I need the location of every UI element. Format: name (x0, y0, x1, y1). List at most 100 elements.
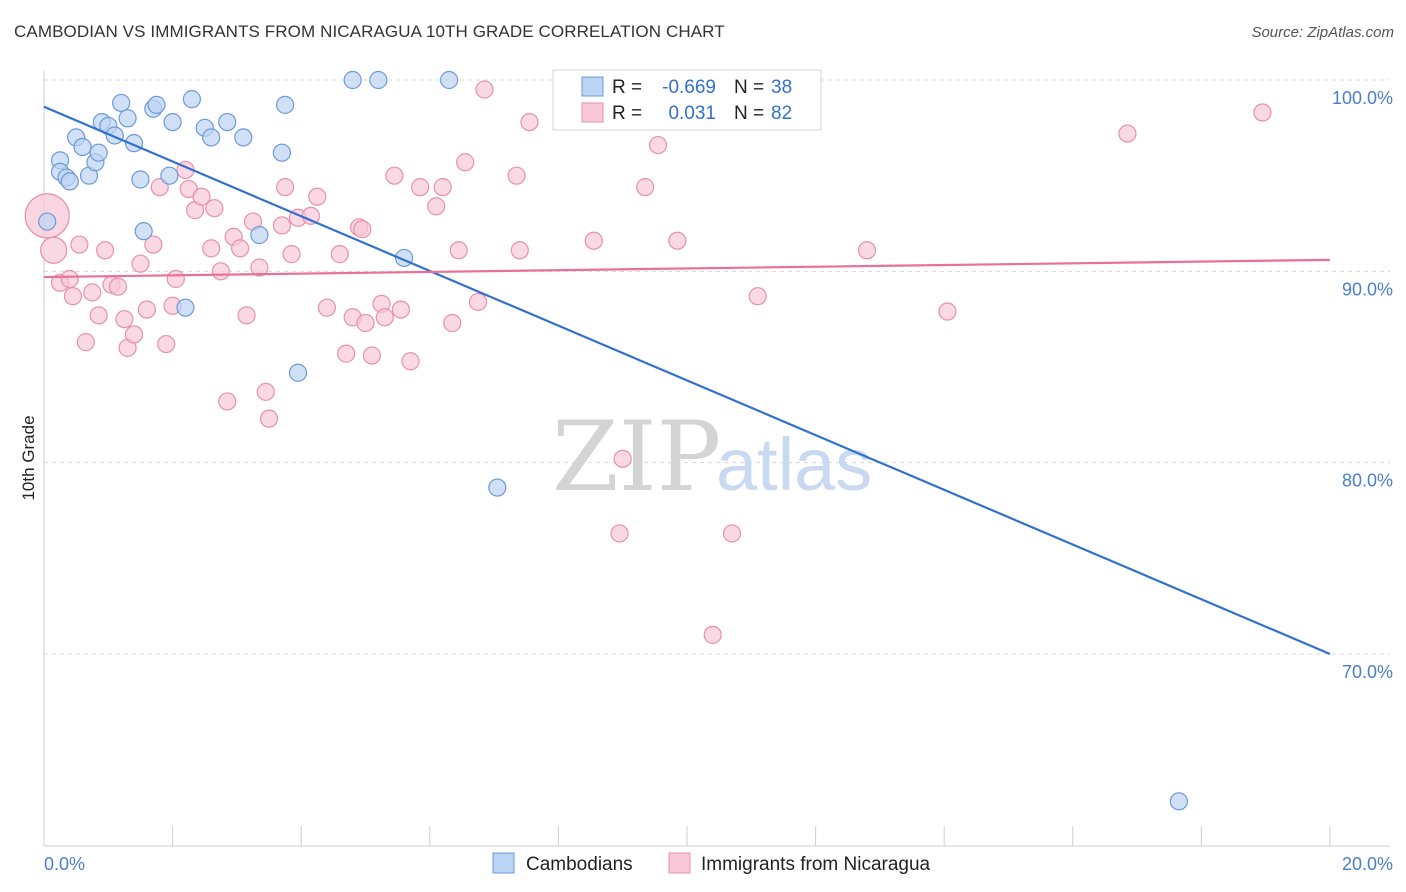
nicaragua-point (317, 298, 337, 317)
nicaragua-point (391, 300, 410, 319)
nicaragua-point (282, 245, 301, 264)
stats-r-label-cambodians: R = (612, 77, 642, 98)
nicaragua-point (443, 313, 462, 333)
nicaragua-point (449, 241, 468, 260)
stats-n-value-cambodians: 38 (771, 77, 792, 98)
y-tick-label-100: 100.0% (1332, 88, 1393, 108)
nicaragua-point (157, 334, 176, 354)
cambodians-point (202, 128, 221, 147)
nicaragua-point (362, 346, 382, 365)
x-tick-label-min: 0.0% (44, 854, 85, 874)
series-immigrants-from-nicaragua (24, 70, 1272, 644)
nicaragua-point (124, 325, 144, 344)
watermark-zip: ZIP (552, 401, 721, 513)
series-cambodians (38, 70, 1188, 811)
nicaragua-point (520, 112, 539, 132)
nicaragua-point (468, 292, 488, 312)
cambodians-point (131, 170, 150, 189)
nicaragua-point (205, 199, 224, 218)
nicaragua-point (337, 344, 356, 363)
legend-swatch-cambodians (492, 852, 515, 874)
cambodians-point (60, 172, 79, 191)
nicaragua-point (144, 235, 163, 254)
nicaragua-point (237, 306, 256, 325)
x-tick-label-max: 20.0% (1342, 854, 1393, 874)
nicaragua-point (272, 216, 292, 235)
nicaragua-point (433, 178, 452, 197)
nicaragua-point (507, 166, 526, 185)
nicaragua-point (1118, 124, 1137, 143)
trendline-nicaragua (43, 258, 1331, 279)
nicaragua-point (375, 308, 394, 327)
legend: Cambodians Immigrants from Nicaragua (492, 852, 931, 875)
trend-lines (43, 105, 1331, 656)
nicaragua-point (231, 239, 250, 258)
stats-n-label-cambodians: N = (734, 77, 764, 98)
nicaragua-point (938, 302, 957, 321)
nicaragua-point (475, 80, 494, 99)
cambodians-point (272, 143, 292, 162)
cambodians-point (1169, 792, 1188, 811)
nicaragua-point (137, 300, 156, 319)
cambodians-point (182, 90, 201, 109)
nicaragua-point (385, 166, 404, 185)
nicaragua-point (356, 313, 375, 333)
cambodians-point (134, 222, 153, 241)
nicaragua-point (108, 277, 128, 296)
legend-swatch-nicaragua (668, 852, 691, 874)
cambodians-point (218, 112, 237, 132)
y-tick-label-80: 80.0% (1342, 471, 1393, 491)
nicaragua-point (89, 306, 108, 325)
cambodians-point (439, 70, 459, 90)
cambodians-point (176, 298, 195, 317)
nicaragua-point (330, 245, 349, 264)
nicaragua-point (259, 409, 279, 428)
gridlines (44, 79, 1390, 655)
stats-n-value-nicaragua: 82 (771, 103, 792, 124)
y-axis-tick-labels: 70.0% 80.0% 90.0% 100.0% (1332, 88, 1393, 682)
y-tick-label-70: 70.0% (1342, 662, 1393, 682)
trendline-cambodians (43, 105, 1331, 656)
stats-swatch-nicaragua (581, 102, 604, 123)
cambodians-point (89, 143, 108, 162)
cambodians-point (288, 363, 308, 382)
nicaragua-point (411, 178, 430, 197)
nicaragua-point (202, 239, 221, 258)
nicaragua-point (722, 524, 742, 543)
stats-box: R = -0.669 N = 38 R = 0.031 N = 82 (552, 69, 822, 131)
nicaragua-point (218, 392, 237, 411)
cambodians-point (38, 212, 57, 231)
cambodians-point (488, 478, 507, 497)
cambodians-point (160, 166, 179, 185)
nicaragua-point (40, 236, 68, 264)
cambodians-point (147, 95, 166, 114)
watermark-atlas: atlas (716, 423, 872, 506)
stats-n-label-nicaragua: N = (734, 103, 764, 124)
cambodians-point (276, 95, 295, 114)
nicaragua-point (63, 287, 83, 306)
stats-r-value-nicaragua: 0.031 (668, 103, 716, 124)
cambodians-point (250, 225, 269, 245)
cambodians-point (234, 128, 253, 147)
legend-label-cambodians: Cambodians (526, 854, 633, 875)
nicaragua-point (131, 254, 150, 273)
nicaragua-point (166, 269, 185, 289)
stats-r-label-nicaragua: R = (612, 103, 642, 124)
legend-label-nicaragua: Immigrants from Nicaragua (701, 854, 931, 875)
nicaragua-point (76, 333, 95, 352)
nicaragua-point (636, 178, 655, 197)
y-axis-title: 10th Grade (19, 415, 38, 500)
nicaragua-point (70, 235, 89, 254)
chart-title: CAMBODIAN VS IMMIGRANTS FROM NICARAGUA 1… (14, 22, 725, 41)
nicaragua-point (353, 220, 372, 239)
cambodians-point (73, 137, 92, 157)
nicaragua-point (648, 135, 668, 155)
nicaragua-point (748, 287, 767, 306)
cambodians-point (343, 70, 362, 90)
nicaragua-point (192, 187, 211, 206)
y-tick-label-90: 90.0% (1342, 279, 1393, 299)
stats-r-value-cambodians: -0.669 (662, 77, 716, 98)
x-axis-ticks (43, 826, 1331, 846)
nicaragua-point (668, 231, 687, 250)
